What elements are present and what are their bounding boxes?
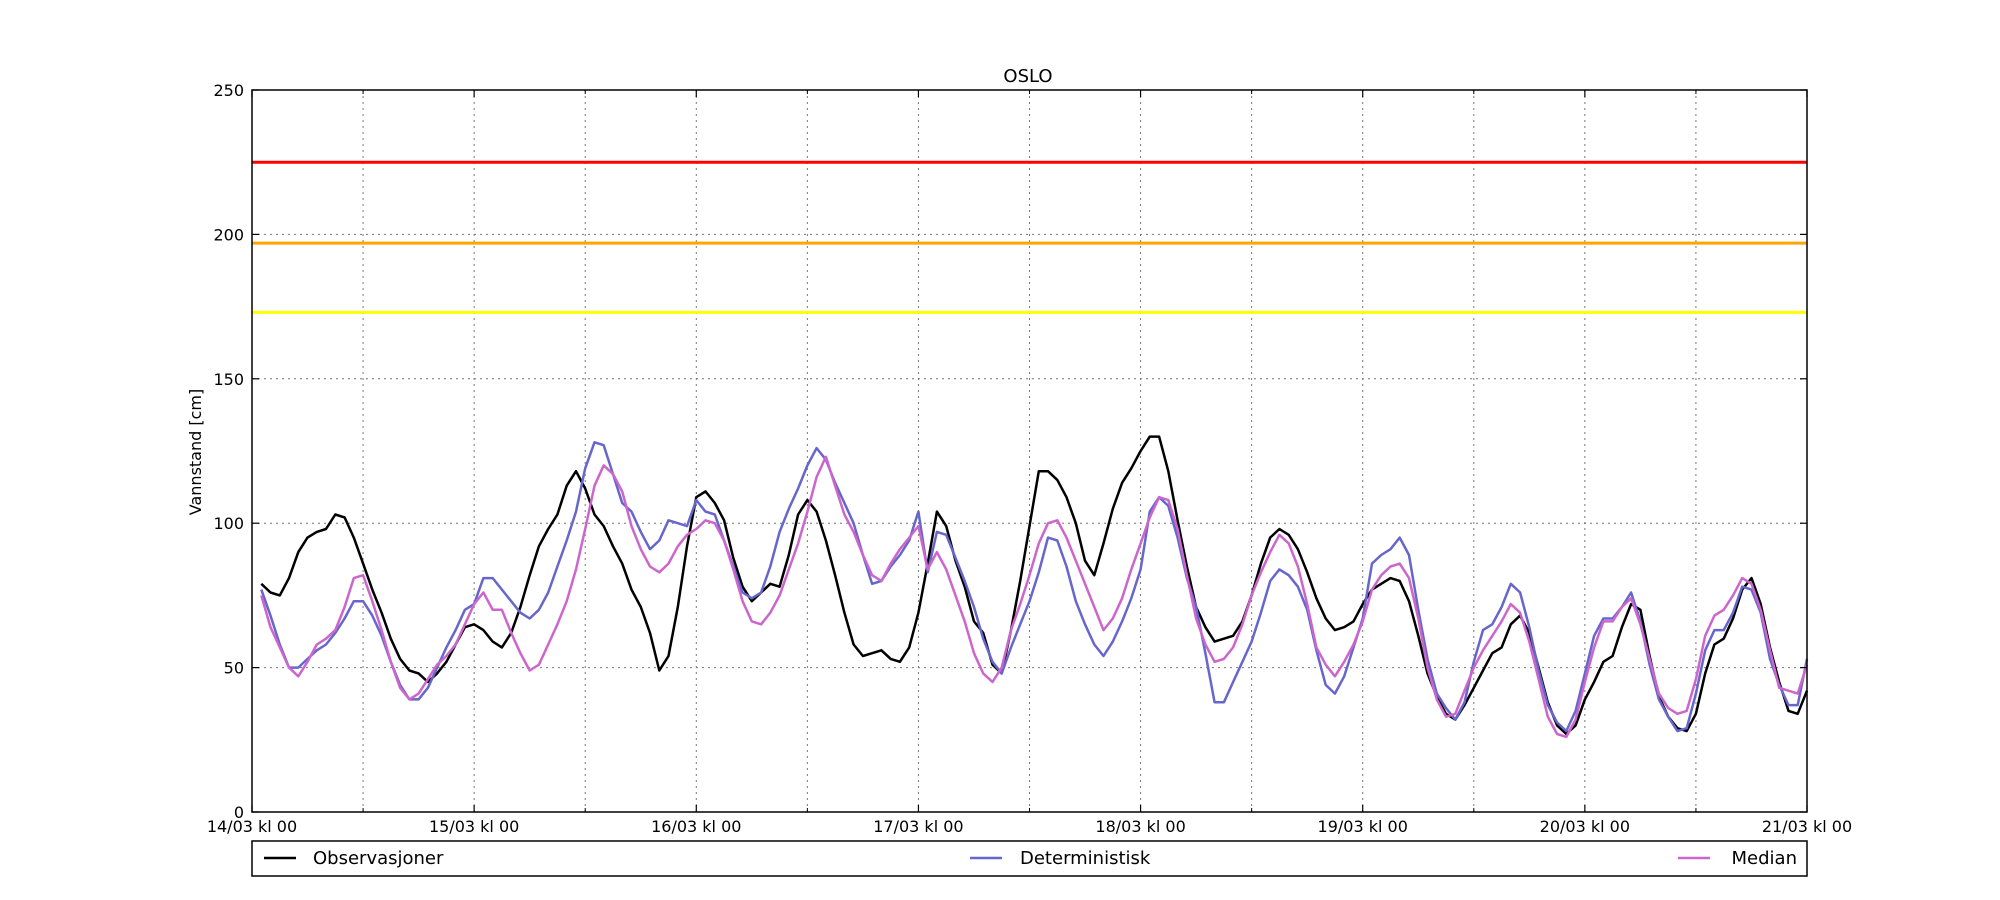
y-tick-label: 100: [213, 514, 244, 533]
x-tick-label: 14/03 kl 00: [207, 817, 297, 836]
x-tick-label: 16/03 kl 00: [651, 817, 741, 836]
x-tick-label: 20/03 kl 00: [1540, 817, 1630, 836]
x-tick-label: 19/03 kl 00: [1318, 817, 1408, 836]
y-axis-label: Vannstand [cm]: [186, 389, 205, 515]
x-tick-label: 15/03 kl 00: [429, 817, 519, 836]
series-line: [260, 455, 1809, 739]
series-line: [260, 441, 1809, 733]
y-tick-label: 0: [234, 803, 244, 822]
legend-box: [251, 840, 1808, 877]
y-tick-label: 150: [213, 370, 244, 389]
x-tick-label: 21/03 kl 00: [1762, 817, 1852, 836]
chart-title: OSLO: [1003, 66, 1052, 87]
legend-label: Deterministisk: [1020, 848, 1151, 869]
data-series: [260, 435, 1809, 739]
axis-ticks: 0 50 100 150 200 250 14/03 kl 00 15/03 kl 00 16/…: [207, 81, 1852, 836]
y-tick-label: 200: [213, 225, 244, 244]
x-tick-label: 18/03 kl 00: [1095, 817, 1185, 836]
legend-label: Median: [1732, 848, 1797, 869]
y-tick-label: 50: [224, 659, 244, 678]
y-tick-label: 250: [213, 81, 244, 100]
x-tick-label: 17/03 kl 00: [873, 817, 963, 836]
threshold-lines: [252, 160, 1807, 314]
legend: Observasjoner Deterministisk Median: [251, 840, 1808, 877]
legend-label: Observasjoner: [313, 848, 444, 869]
